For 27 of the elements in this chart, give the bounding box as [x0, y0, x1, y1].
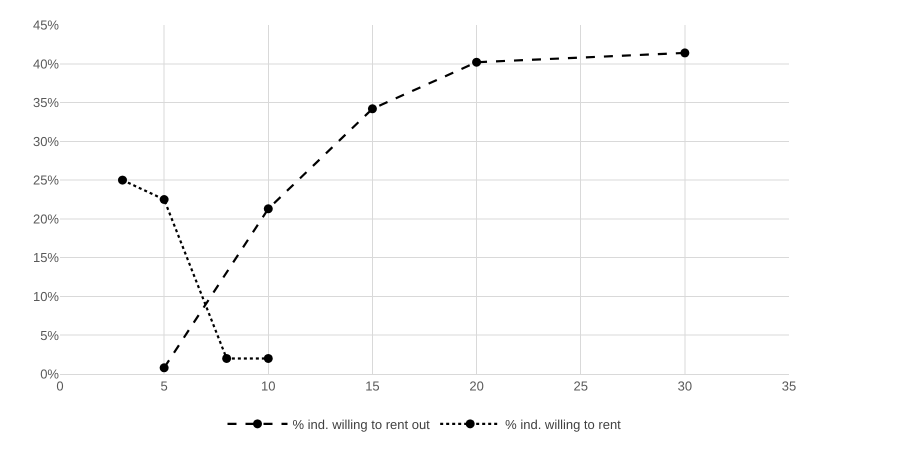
- y-tick-label: 30%: [32, 134, 60, 149]
- x-tick-label: 35: [782, 378, 796, 394]
- x-tick-label: 5: [160, 378, 168, 394]
- y-tick-label: 25%: [32, 172, 60, 188]
- point: [368, 104, 377, 114]
- y-tick-label: 35%: [32, 95, 60, 110]
- x-tick-label: 15: [365, 378, 380, 394]
- y-tick-label: 40%: [32, 56, 60, 72]
- point: [222, 354, 232, 363]
- point: [264, 204, 273, 214]
- y-tick-label: 15%: [32, 250, 60, 266]
- point: [472, 58, 482, 67]
- x-tick-label: 10: [261, 378, 276, 394]
- y-tick-label: 20%: [32, 211, 60, 226]
- y-tick-label: 45%: [32, 18, 60, 33]
- point: [680, 48, 690, 58]
- point: [160, 363, 169, 372]
- legend-label: % ind. willing to rent out: [292, 416, 430, 432]
- point: [160, 195, 169, 204]
- y-tick-label: 5%: [40, 328, 60, 343]
- x-tick-label: 20: [469, 378, 484, 394]
- legend-label: % ind. willing to rent: [505, 416, 622, 432]
- point: [118, 176, 127, 185]
- y-tick-label: 10%: [32, 288, 60, 304]
- x-tick-label: 30: [678, 378, 692, 394]
- x-tick-label: 25: [573, 378, 588, 394]
- point: [264, 354, 273, 363]
